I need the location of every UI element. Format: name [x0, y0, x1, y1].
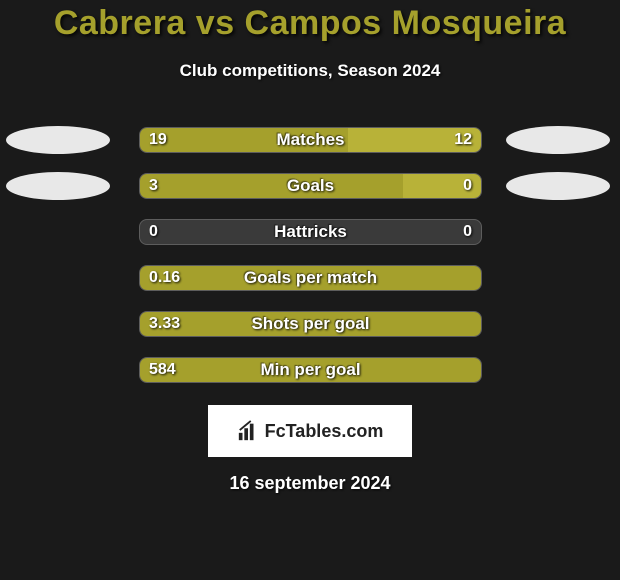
stat-value-left: 3 — [149, 177, 158, 195]
stat-row: Matches 19 12 — [0, 117, 620, 163]
player-avatar-right — [506, 172, 610, 200]
player-avatar-right — [506, 126, 610, 154]
stat-row: Goals 3 0 — [0, 163, 620, 209]
stat-value-left: 3.33 — [149, 315, 180, 333]
stat-value-left: 0.16 — [149, 269, 180, 287]
stat-bar-track: Min per goal — [139, 357, 482, 383]
stat-label: Shots per goal — [251, 314, 369, 334]
stats-block: Matches 19 12 Goals 3 0 Hattricks 0 0 Goals per m… — [0, 117, 620, 393]
stat-label: Min per goal — [260, 360, 360, 380]
stat-label: Hattricks — [274, 222, 347, 242]
stat-bar-track: Goals per match — [139, 265, 482, 291]
brand-badge: FcTables.com — [208, 405, 412, 457]
stat-row: Shots per goal 3.33 — [0, 301, 620, 347]
stat-bar-track: Shots per goal — [139, 311, 482, 337]
stat-value-left: 19 — [149, 131, 167, 149]
stat-bar-track: Goals — [139, 173, 482, 199]
stat-row: Hattricks 0 0 — [0, 209, 620, 255]
stat-value-right: 0 — [463, 223, 472, 241]
stat-bar-left — [140, 174, 403, 198]
chart-icon — [237, 420, 259, 442]
player-avatar-left — [6, 126, 110, 154]
footer-date: 16 september 2024 — [0, 473, 620, 494]
stat-value-left: 0 — [149, 223, 158, 241]
stat-label: Goals per match — [244, 268, 377, 288]
stat-row: Min per goal 584 — [0, 347, 620, 393]
stat-bar-track: Matches — [139, 127, 482, 153]
stat-value-right: 0 — [463, 177, 472, 195]
stat-row: Goals per match 0.16 — [0, 255, 620, 301]
stat-label: Matches — [276, 130, 344, 150]
stat-value-left: 584 — [149, 361, 176, 379]
stat-bar-track: Hattricks — [139, 219, 482, 245]
page-title: Cabrera vs Campos Mosqueira — [0, 0, 620, 43]
stat-label: Goals — [287, 176, 334, 196]
player-avatar-left — [6, 172, 110, 200]
stat-value-right: 12 — [454, 131, 472, 149]
page-subtitle: Club competitions, Season 2024 — [0, 61, 620, 81]
brand-text: FcTables.com — [265, 421, 384, 442]
